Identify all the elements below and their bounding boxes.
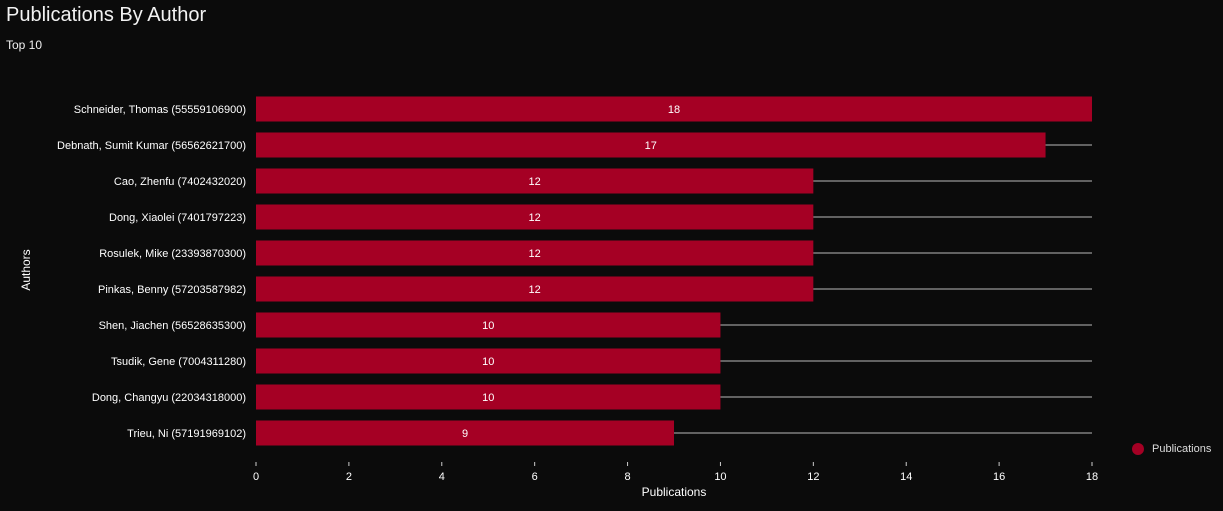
data-label: 9 [462,428,468,440]
data-label: 18 [668,104,680,116]
bar[interactable] [256,348,721,374]
data-label: 12 [529,248,541,260]
legend-swatch [1132,443,1144,455]
category-label: Debnath, Sumit Kumar (56562621700) [57,140,246,152]
category-label: Pinkas, Benny (57203587982) [98,284,246,296]
data-label: 10 [482,392,494,404]
bar[interactable] [256,132,1046,158]
x-tick-label: 4 [439,471,445,483]
legend[interactable]: Publications [1132,443,1211,455]
data-label: 12 [529,212,541,224]
bar[interactable] [256,384,721,410]
x-tick-label: 10 [714,471,726,483]
data-label: 12 [529,284,541,296]
x-axis-title: Publications [642,485,707,499]
bar[interactable] [256,168,814,194]
chart-subtitle: Top 10 [6,38,43,52]
bar[interactable] [256,204,814,230]
x-tick-label: 2 [346,471,352,483]
x-tick-label: 0 [253,471,259,483]
data-label: 10 [482,320,494,332]
category-label: Shen, Jiachen (56528635300) [99,320,246,332]
category-label: Dong, Changyu (22034318000) [92,392,246,404]
category-label: Trieu, Ni (57191969102) [127,428,246,440]
category-label: Tsudik, Gene (7004311280) [111,356,246,368]
x-tick-label: 6 [532,471,538,483]
x-tick-label: 8 [624,471,630,483]
x-tick-label: 12 [807,471,819,483]
category-label: Dong, Xiaolei (7401797223) [109,212,246,224]
chart-title: Publications By Author [6,4,207,26]
bar[interactable] [256,420,674,446]
data-label: 17 [645,140,657,152]
bar[interactable] [256,96,1092,122]
x-tick-label: 18 [1086,471,1098,483]
bar[interactable] [256,276,814,302]
bar[interactable] [256,312,721,338]
category-label: Cao, Zhenfu (7402432020) [114,176,246,188]
x-tick-label: 14 [900,471,912,483]
legend-label: Publications [1152,443,1212,455]
x-tick-label: 16 [993,471,1005,483]
y-axis-title: Authors [19,249,33,290]
bar[interactable] [256,240,814,266]
data-label: 10 [482,356,494,368]
category-label: Schneider, Thomas (55559106900) [74,104,246,116]
data-label: 12 [529,176,541,188]
category-label: Rosulek, Mike (23393870300) [99,248,246,260]
